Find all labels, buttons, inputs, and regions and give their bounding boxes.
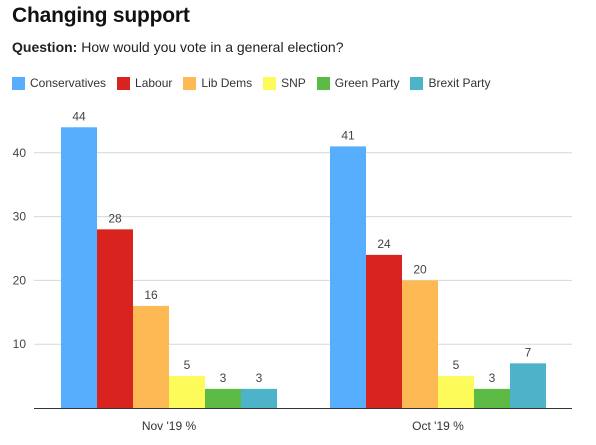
data-label: 5 <box>184 358 191 372</box>
bar-labour <box>97 229 133 408</box>
x-category-label: Nov '19 % <box>142 419 197 433</box>
bar-labour <box>366 254 402 408</box>
bar-brexit-party <box>510 363 546 408</box>
legend-label: SNP <box>281 76 306 90</box>
chart-question: Question: How would you vote in a genera… <box>12 39 344 55</box>
legend-item-conservatives: Conservatives <box>12 76 106 90</box>
bar-lib-dems <box>133 305 169 408</box>
question-label: Question: <box>12 39 78 55</box>
legend-label: Labour <box>135 76 173 90</box>
bar-green-party <box>474 388 510 408</box>
question-text: How would you vote in a general election… <box>81 39 344 55</box>
legend-swatch <box>12 76 25 90</box>
legend-item-brexit-party: Brexit Party <box>410 76 491 90</box>
legend-label: Green Party <box>334 76 400 90</box>
bar-lib-dems <box>402 280 438 408</box>
legend-swatch <box>117 76 131 90</box>
legend-swatch <box>183 76 197 90</box>
bar-snp <box>438 376 474 408</box>
data-label: 20 <box>413 262 427 276</box>
data-label: 3 <box>256 371 263 385</box>
bar-green-party <box>205 388 241 408</box>
bar-snp <box>169 376 205 408</box>
legend-swatch <box>410 76 424 90</box>
chart-legend: Conservatives Labour Lib Dems SNP Green Part… <box>12 76 502 90</box>
y-tick-label: 30 <box>13 210 27 224</box>
y-tick-label: 10 <box>13 337 27 351</box>
legend-label: Conservatives <box>30 76 107 90</box>
legend-item-labour: Labour <box>117 76 172 90</box>
legend-item-green-party: Green Party <box>316 76 400 90</box>
y-tick-label: 20 <box>13 273 27 287</box>
legend-swatch <box>316 76 330 90</box>
data-label: 3 <box>220 371 227 385</box>
legend-item-snp: SNP <box>263 76 306 90</box>
data-label: 28 <box>108 211 122 225</box>
x-category-label: Oct '19 % <box>412 419 464 433</box>
bar-brexit-party <box>241 388 277 408</box>
legend-item-lib-dems: Lib Dems <box>183 76 252 90</box>
legend-label: Brexit Party <box>428 76 491 90</box>
y-tick-label: 40 <box>13 146 27 160</box>
legend-label: Lib Dems <box>201 76 253 90</box>
chart-title: Changing support <box>12 4 190 27</box>
bar-conservatives <box>61 127 97 408</box>
data-label: 24 <box>377 237 391 251</box>
bar-conservatives <box>330 146 366 409</box>
data-label: 16 <box>144 288 158 302</box>
data-label: 41 <box>341 128 355 142</box>
data-label: 3 <box>489 371 496 385</box>
data-label: 44 <box>72 109 86 123</box>
data-label: 5 <box>453 358 460 372</box>
data-label: 7 <box>525 345 532 359</box>
legend-swatch <box>263 76 277 90</box>
